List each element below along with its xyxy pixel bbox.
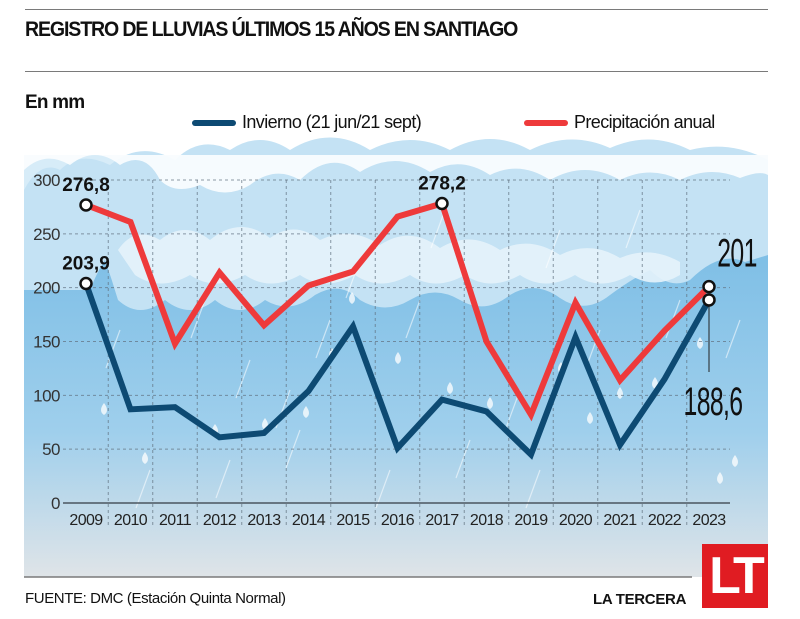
y-tick-label: 150 [33,333,60,352]
chart-title: REGISTRO DE LLUVIAS ÚLTIMOS 15 AÑOS EN S… [25,18,518,41]
rain-streak [525,469,541,509]
raindrop-icon [303,406,309,418]
series-line-anual [84,199,712,422]
y-tick-label: 250 [33,225,60,244]
annotation-label: 201 [717,232,757,276]
raindrop-icon [349,292,355,304]
y-axis-ticks: 0 50 100 150 200 250 300 [33,171,60,513]
raindrop-icon [487,397,493,409]
x-tick-label: 2011 [159,512,192,529]
rain-streak [375,469,391,509]
data-point-marker [702,293,716,307]
raindrop-icon [717,472,723,484]
legend-item-invierno: Invierno (21 jun/21 sept) [192,112,422,133]
x-tick-label: 2010 [114,512,148,529]
rain-streak [625,209,641,249]
x-axis-ticks: 2009 2010 2011 2012 2013 2014 2015 2016 2017 2018… [69,512,726,529]
raindrop-icon [142,452,148,464]
y-tick-label: 50 [42,440,60,459]
y-tick-label: 100 [33,386,60,405]
rain-streak [315,319,331,359]
x-tick-label: 2016 [381,512,415,529]
title-rule [25,71,768,72]
rain-streak [135,469,151,509]
x-tick-label: 2018 [470,512,504,529]
rain-streak [455,439,471,479]
annotation-label: 276,8 [62,175,110,196]
rain-streak [190,299,206,339]
data-point-marker [435,196,449,211]
unit-label: En mm [25,92,85,113]
data-point-marker [79,276,93,291]
legend-item-anual: Precipitación anual [524,112,715,133]
rain-streak [430,209,446,249]
point-markers [79,196,716,307]
x-tick-label: 2020 [559,512,593,529]
raindrop-icon [395,352,401,364]
raindrop-icon [447,382,453,394]
rain-streak [725,319,741,359]
brand-name: LA TERCERA [593,591,687,608]
x-tick-label: 2009 [69,512,103,529]
raindrop-icon [732,455,738,467]
annotation-label: 188,6 [684,380,743,424]
annotation-label: 203,9 [62,253,110,274]
y-tick-label: 200 [33,279,60,298]
series-line-invierno [83,282,712,460]
y-tick-label: 300 [33,171,60,190]
cloud-front [24,155,768,193]
raindrop-icon [587,412,593,424]
x-tick-label: 2012 [203,512,237,529]
x-tick-label: 2017 [425,512,459,529]
cloud-mid [118,226,680,284]
series-lines [83,199,712,460]
annotations: 276,8 203,9 278,2 201 188,6 [62,173,757,424]
la-tercera-logo: LT [702,544,768,608]
legend-swatch-anual [524,119,568,126]
rain-streak [405,299,421,339]
raindrop-icon [101,403,107,415]
x-tick-label: 2013 [247,512,281,529]
y-tick-label: 0 [51,494,60,513]
rain-streak [215,459,231,499]
data-point-marker [702,279,716,294]
x-tick-label: 2014 [292,512,326,529]
top-rule [25,9,768,10]
legend-label-anual: Precipitación anual [574,112,715,132]
x-tick-label: 2023 [692,512,726,529]
legend-label-invierno: Invierno (21 jun/21 sept) [242,112,422,132]
x-tick-label: 2015 [336,512,370,529]
legend-swatch-invierno [192,119,236,126]
x-tick-label: 2019 [514,512,548,529]
source-note: FUENTE: DMC (Estación Quinta Normal) [25,590,286,607]
raindrop-icon [617,387,623,399]
rain-streak [235,359,251,399]
x-tick-label: 2021 [603,512,637,529]
data-point-marker [79,198,93,212]
raindrop-icon [697,337,703,349]
rain-band [24,255,768,577]
x-tick-label: 2022 [648,512,682,529]
annotation-label: 278,2 [418,173,466,194]
